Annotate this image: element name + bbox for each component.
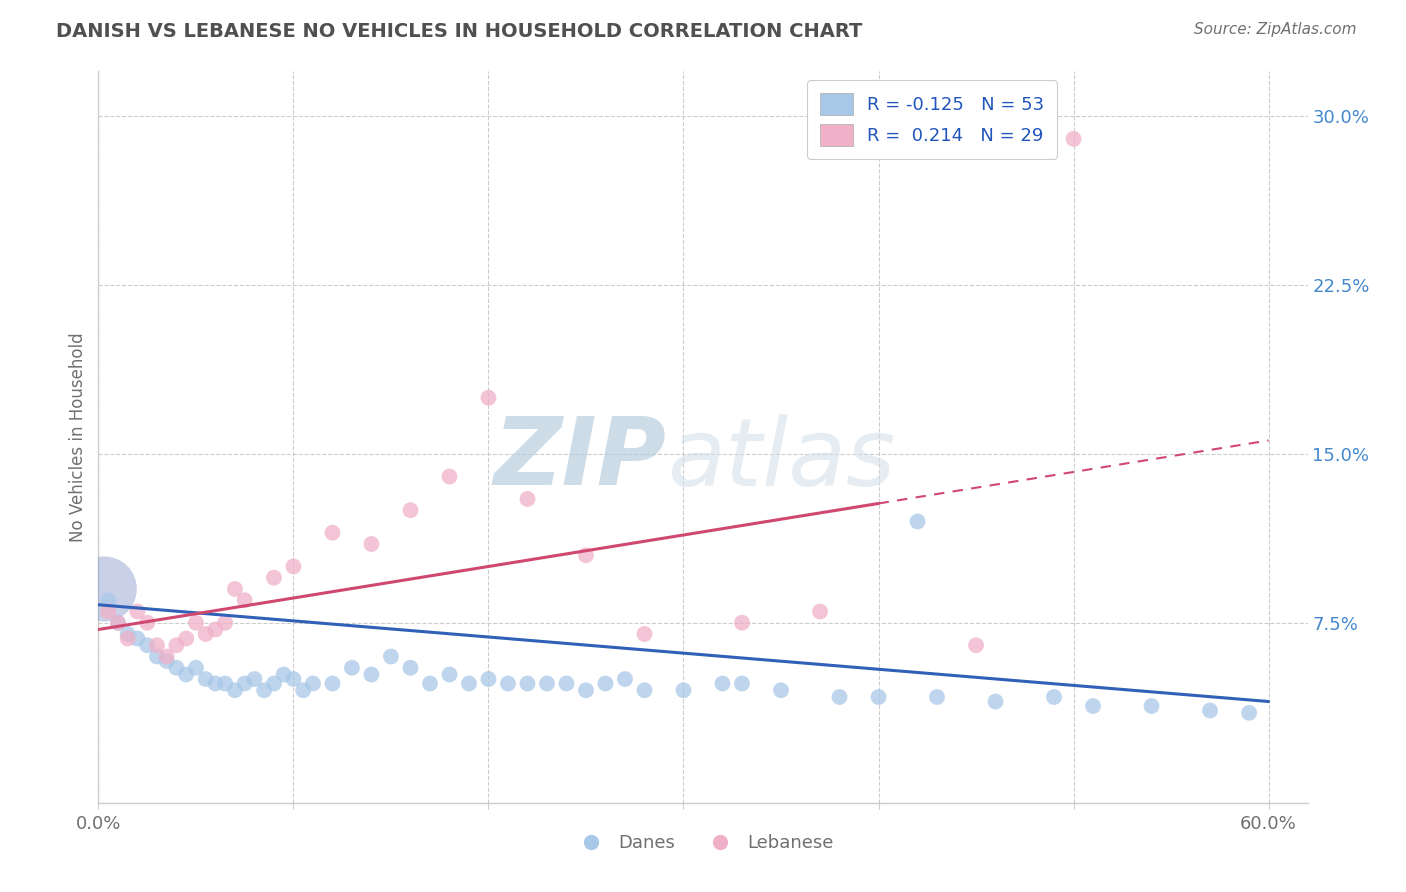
Point <box>233 676 256 690</box>
Text: atlas: atlas <box>666 414 896 505</box>
Point <box>204 623 226 637</box>
Point <box>214 615 236 630</box>
Point <box>136 638 159 652</box>
Point <box>575 683 598 698</box>
Point <box>614 672 637 686</box>
Text: ZIP: ZIP <box>494 413 666 505</box>
Point <box>575 548 598 562</box>
Point <box>97 593 120 607</box>
Point <box>711 676 734 690</box>
Point <box>633 683 655 698</box>
Point <box>808 605 831 619</box>
Point <box>868 690 890 704</box>
Point <box>117 627 139 641</box>
Point <box>536 676 558 690</box>
Text: Source: ZipAtlas.com: Source: ZipAtlas.com <box>1194 22 1357 37</box>
Point <box>984 694 1007 708</box>
Point <box>555 676 578 690</box>
Point <box>399 503 422 517</box>
Point <box>263 571 285 585</box>
Point <box>321 525 343 540</box>
Point <box>184 661 207 675</box>
Point <box>93 582 115 596</box>
Point <box>1237 706 1260 720</box>
Point <box>439 667 461 681</box>
Point <box>283 559 305 574</box>
Point <box>146 649 169 664</box>
Point <box>1140 699 1163 714</box>
Point <box>672 683 695 698</box>
Point <box>165 638 187 652</box>
Y-axis label: No Vehicles in Household: No Vehicles in Household <box>69 332 87 542</box>
Point <box>516 491 538 506</box>
Point <box>1199 704 1222 718</box>
Point <box>204 676 226 690</box>
Point <box>1063 132 1085 146</box>
Point <box>233 593 256 607</box>
Point <box>925 690 948 704</box>
Point <box>1081 699 1104 714</box>
Point <box>107 615 129 630</box>
Point <box>360 667 382 681</box>
Point <box>194 627 217 641</box>
Point <box>165 661 187 675</box>
Point <box>146 638 169 652</box>
Point <box>174 667 197 681</box>
Point <box>156 649 179 664</box>
Point <box>253 683 276 698</box>
Point <box>194 672 217 686</box>
Point <box>965 638 987 652</box>
Point <box>214 676 236 690</box>
Point <box>273 667 295 681</box>
Point <box>731 676 754 690</box>
Point <box>633 627 655 641</box>
Point <box>184 615 207 630</box>
Point <box>419 676 441 690</box>
Point <box>769 683 792 698</box>
Point <box>458 676 481 690</box>
Point <box>263 676 285 690</box>
Point <box>292 683 315 698</box>
Point <box>127 605 149 619</box>
Point <box>477 391 499 405</box>
Point <box>321 676 343 690</box>
Point <box>340 661 363 675</box>
Point <box>399 661 422 675</box>
Text: DANISH VS LEBANESE NO VEHICLES IN HOUSEHOLD CORRELATION CHART: DANISH VS LEBANESE NO VEHICLES IN HOUSEH… <box>56 22 863 41</box>
Point <box>595 676 617 690</box>
Point <box>302 676 325 690</box>
Point <box>117 632 139 646</box>
Point <box>127 632 149 646</box>
Point <box>1043 690 1066 704</box>
Point <box>136 615 159 630</box>
Point <box>243 672 266 686</box>
Legend: Danes, Lebanese: Danes, Lebanese <box>565 827 841 860</box>
Point <box>380 649 402 664</box>
Point <box>107 615 129 630</box>
Point <box>496 676 519 690</box>
Point <box>516 676 538 690</box>
Point <box>439 469 461 483</box>
Point <box>224 683 246 698</box>
Point <box>156 654 179 668</box>
Point <box>283 672 305 686</box>
Point <box>731 615 754 630</box>
Point <box>224 582 246 596</box>
Point <box>97 605 120 619</box>
Point <box>360 537 382 551</box>
Point <box>907 515 929 529</box>
Point <box>477 672 499 686</box>
Point <box>828 690 851 704</box>
Point <box>174 632 197 646</box>
